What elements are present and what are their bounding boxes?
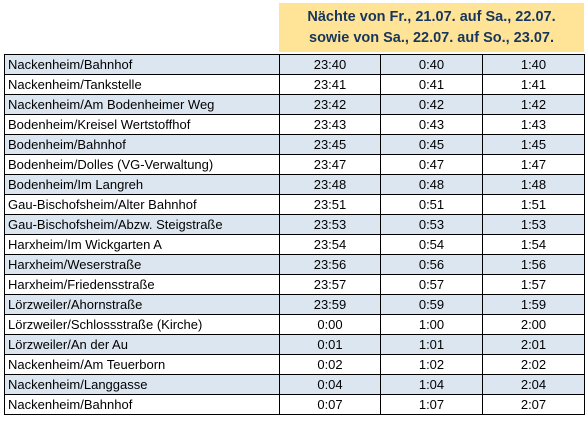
departure-time-2-cell: 1:02 (380, 354, 483, 375)
departure-time-3-cell: 1:59 (482, 294, 585, 315)
stop-name-cell: Nackenheim/Bahnhof (4, 54, 280, 75)
departure-time-1-cell: 23:54 (279, 234, 381, 255)
departure-time-1-cell: 23:42 (279, 94, 381, 115)
departure-time-2-cell: 1:01 (380, 334, 483, 355)
timetable: Nackenheim/Bahnhof 23:40 0:40 1:40 Nackenhei… (4, 54, 585, 415)
departure-time-1-cell: 0:01 (279, 334, 381, 355)
departure-time-2-cell: 0:43 (380, 114, 483, 135)
departure-time-2-cell: 0:54 (380, 234, 483, 255)
stop-name-cell: Gau-Bischofsheim/Abzw. Steigstraße (4, 214, 280, 235)
departure-time-3-cell: 1:41 (482, 74, 585, 95)
departure-time-1-cell: 23:43 (279, 114, 381, 135)
timetable-body: Nackenheim/Bahnhof 23:40 0:40 1:40 Nackenhei… (4, 54, 585, 415)
table-row: Nackenheim/Langgasse 0:04 1:04 2:04 (4, 374, 585, 395)
table-row: Lörzweiler/An der Au 0:01 1:01 2:01 (4, 334, 585, 355)
table-row: Nackenheim/Tankstelle 23:41 0:41 1:41 (4, 74, 585, 95)
table-row: Nackenheim/Bahnhof 0:07 1:07 2:07 (4, 394, 585, 415)
departure-time-3-cell: 1:45 (482, 134, 585, 155)
stop-name-cell: Harxheim/Weserstraße (4, 254, 280, 275)
departure-time-2-cell: 0:40 (380, 54, 483, 75)
table-row: Nackenheim/Am Teuerborn 0:02 1:02 2:02 (4, 354, 585, 375)
departure-time-2-cell: 0:51 (380, 194, 483, 215)
departure-time-2-cell: 0:59 (380, 294, 483, 315)
table-row: Nackenheim/Am Bodenheimer Weg 23:42 0:42 1:… (4, 94, 585, 115)
departure-time-3-cell: 2:00 (482, 314, 585, 335)
departure-time-3-cell: 1:54 (482, 234, 585, 255)
departure-time-2-cell: 0:53 (380, 214, 483, 235)
departure-time-1-cell: 23:56 (279, 254, 381, 275)
stop-name-cell: Nackenheim/Bahnhof (4, 394, 280, 415)
departure-time-2-cell: 0:57 (380, 274, 483, 295)
table-row: Bodenheim/Dolles (VG-Verwaltung) 23:47 0:4… (4, 154, 585, 175)
stop-name-cell: Bodenheim/Dolles (VG-Verwaltung) (4, 154, 280, 175)
stop-name-cell: Lörzweiler/Schlossstraße (Kirche) (4, 314, 280, 335)
stop-name-cell: Bodenheim/Bahnhof (4, 134, 280, 155)
departure-time-1-cell: 23:40 (279, 54, 381, 75)
stop-name-cell: Harxheim/Friedensstraße (4, 274, 280, 295)
departure-time-2-cell: 0:56 (380, 254, 483, 275)
stop-name-cell: Nackenheim/Am Bodenheimer Weg (4, 94, 280, 115)
header-line-1: Nächte von Fr., 21.07. auf Sa., 22.07. (307, 8, 556, 25)
header-line-2: sowie von Sa., 22.07. auf So., 23.07. (309, 29, 554, 46)
departure-time-2-cell: 0:41 (380, 74, 483, 95)
departure-time-1-cell: 0:00 (279, 314, 381, 335)
departure-time-1-cell: 0:07 (279, 394, 381, 415)
departure-time-1-cell: 0:02 (279, 354, 381, 375)
departure-time-1-cell: 23:57 (279, 274, 381, 295)
departure-time-2-cell: 1:04 (380, 374, 483, 395)
departure-time-3-cell: 2:07 (482, 394, 585, 415)
departure-time-1-cell: 0:04 (279, 374, 381, 395)
departure-time-3-cell: 1:48 (482, 174, 585, 195)
departure-time-3-cell: 2:01 (482, 334, 585, 355)
departure-time-3-cell: 1:51 (482, 194, 585, 215)
departure-time-3-cell: 1:42 (482, 94, 585, 115)
departure-time-3-cell: 2:04 (482, 374, 585, 395)
table-row: Gau-Bischofsheim/Abzw. Steigstraße 23:53 0… (4, 214, 585, 235)
departure-time-1-cell: 23:51 (279, 194, 381, 215)
table-row: Bodenheim/Kreisel Wertstoffhof 23:43 0:43 1… (4, 114, 585, 135)
stop-name-cell: Nackenheim/Langgasse (4, 374, 280, 395)
stop-name-cell: Bodenheim/Im Langreh (4, 174, 280, 195)
departure-time-3-cell: 1:40 (482, 54, 585, 75)
table-row: Bodenheim/Bahnhof 23:45 0:45 1:45 (4, 134, 585, 155)
departure-time-2-cell: 0:48 (380, 174, 483, 195)
stop-name-cell: Bodenheim/Kreisel Wertstoffhof (4, 114, 280, 135)
departure-time-2-cell: 1:00 (380, 314, 483, 335)
departure-time-3-cell: 1:47 (482, 154, 585, 175)
departure-time-1-cell: 23:48 (279, 174, 381, 195)
departure-time-1-cell: 23:59 (279, 294, 381, 315)
stop-name-cell: Lörzweiler/Ahornstraße (4, 294, 280, 315)
table-row: Lörzweiler/Ahornstraße 23:59 0:59 1:59 (4, 294, 585, 315)
table-row: Nackenheim/Bahnhof 23:40 0:40 1:40 (4, 54, 585, 75)
table-row: Gau-Bischofsheim/Alter Bahnhof 23:51 0:51 1… (4, 194, 585, 215)
departure-time-3-cell: 1:53 (482, 214, 585, 235)
stop-name-cell: Nackenheim/Am Teuerborn (4, 354, 280, 375)
table-row: Harxheim/Friedensstraße 23:57 0:57 1:57 (4, 274, 585, 295)
departure-time-1-cell: 23:45 (279, 134, 381, 155)
departure-time-1-cell: 23:53 (279, 214, 381, 235)
stop-name-cell: Gau-Bischofsheim/Alter Bahnhof (4, 194, 280, 215)
departure-time-2-cell: 0:45 (380, 134, 483, 155)
table-row: Lörzweiler/Schlossstraße (Kirche) 0:00 1:0… (4, 314, 585, 335)
departure-time-2-cell: 0:47 (380, 154, 483, 175)
departure-time-1-cell: 23:41 (279, 74, 381, 95)
departure-time-2-cell: 1:07 (380, 394, 483, 415)
departure-time-1-cell: 23:47 (279, 154, 381, 175)
table-row: Harxheim/Im Wickgarten A 23:54 0:54 1:54 (4, 234, 585, 255)
stop-name-cell: Lörzweiler/An der Au (4, 334, 280, 355)
stop-name-cell: Nackenheim/Tankstelle (4, 74, 280, 95)
schedule-header: Nächte von Fr., 21.07. auf Sa., 22.07. s… (279, 3, 584, 52)
departure-time-3-cell: 2:02 (482, 354, 585, 375)
departure-time-2-cell: 0:42 (380, 94, 483, 115)
departure-time-3-cell: 1:43 (482, 114, 585, 135)
stop-name-cell: Harxheim/Im Wickgarten A (4, 234, 280, 255)
table-row: Bodenheim/Im Langreh 23:48 0:48 1:48 (4, 174, 585, 195)
departure-time-3-cell: 1:56 (482, 254, 585, 275)
table-row: Harxheim/Weserstraße 23:56 0:56 1:56 (4, 254, 585, 275)
departure-time-3-cell: 1:57 (482, 274, 585, 295)
